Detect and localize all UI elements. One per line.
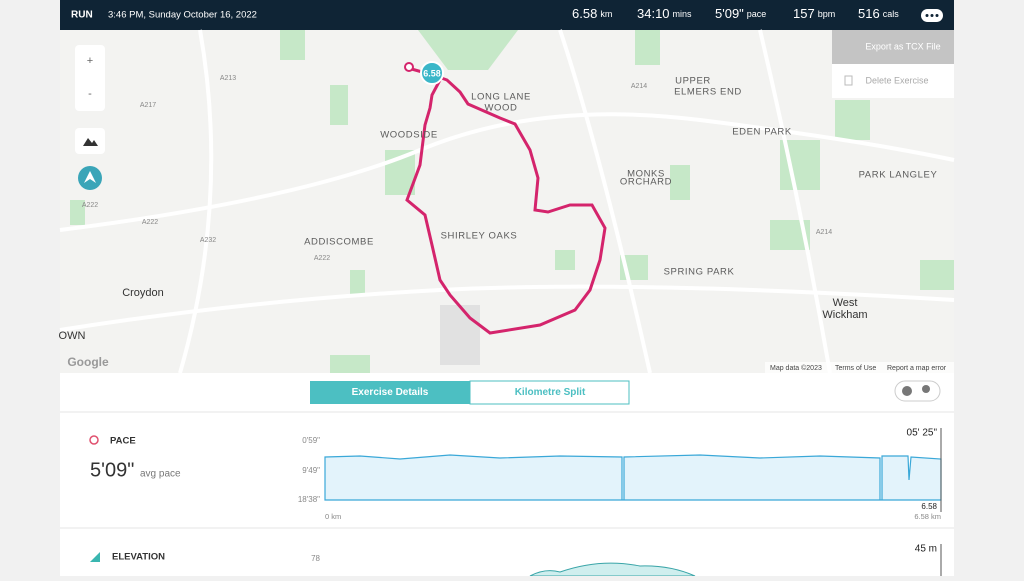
distance-badge-text: 6.58 <box>423 68 441 78</box>
map-label: WOODSIDE <box>380 130 438 141</box>
y-label: 78 <box>311 554 320 563</box>
stat-value: 516 <box>858 6 880 21</box>
report[interactable]: Report a map error <box>887 365 947 372</box>
map-label: Wickham <box>822 309 867 321</box>
road-label: A222 <box>314 255 330 262</box>
map-label: ORCHARD <box>620 177 672 188</box>
stats: 6.58 km 34:10 mins 5'09" pace 157 bpm 516 cals <box>572 6 899 21</box>
map-label: MONKS <box>627 169 665 180</box>
top-bar <box>60 0 954 30</box>
menu-item[interactable]: Export as TCX File <box>865 41 940 51</box>
stat-unit: bpm <box>818 9 836 19</box>
distance-badge <box>420 61 444 85</box>
road-label: A222 <box>142 219 158 226</box>
google-logo: Google <box>67 355 109 369</box>
road-label: A213 <box>220 75 236 82</box>
map-label: West <box>833 297 858 309</box>
stat-unit: cals <box>883 9 900 19</box>
stat-unit: km <box>600 9 612 19</box>
map-label: SPRING PARK <box>664 267 735 278</box>
map-label: SHIRLEY OAKS <box>441 231 518 242</box>
x-label: 0 km <box>325 512 341 521</box>
road-label: A214 <box>816 229 832 236</box>
stat-unit: pace <box>747 9 767 19</box>
pace-label: avg pace <box>140 469 181 480</box>
y-label: 0'59" <box>302 436 320 445</box>
terms[interactable]: Terms of Use <box>835 365 876 372</box>
map-label: ADDISCOMBE <box>304 237 374 248</box>
max-label: 45 m <box>915 544 937 555</box>
y-label: 18'38" <box>298 495 320 504</box>
map-label: PARK LANGLEY <box>859 170 938 181</box>
section-title: PACE <box>110 436 136 447</box>
y-label: 9'49" <box>302 466 320 475</box>
section-title: ELEVATION <box>112 552 165 563</box>
activity: RUN <box>71 10 93 21</box>
stat: 34:10 mins <box>637 6 692 21</box>
map-label: EDEN PARK <box>732 127 792 138</box>
stat: 6.58 km <box>572 6 612 21</box>
pace-value: 5'09" <box>90 459 134 481</box>
map-label: UPPER <box>675 76 711 87</box>
map-label: Croydon <box>122 287 164 299</box>
map-label: LONG LANE <box>471 92 531 103</box>
road-label: A222 <box>82 202 98 209</box>
tab-label[interactable]: Exercise Details <box>352 387 429 398</box>
stat-value: 6.58 <box>572 6 597 21</box>
map-label: WOOD <box>484 103 517 114</box>
pace-line <box>324 454 942 501</box>
road-label: A217 <box>140 102 156 109</box>
road-label: A232 <box>200 237 216 244</box>
stat-value: 34:10 <box>637 6 670 21</box>
tab[interactable] <box>469 380 630 405</box>
x-label: 6.58 km <box>914 512 941 521</box>
max-label: 05' 25" <box>907 428 938 439</box>
map-data: Map data ©2023 <box>770 364 822 372</box>
tab-active[interactable] <box>310 381 470 404</box>
stat: 516 cals <box>858 6 899 21</box>
map-label: ELMERS END <box>674 87 742 98</box>
datetime: 3:46 PM, Sunday October 16, 2022 <box>108 10 257 21</box>
stat: 157 bpm <box>793 6 835 21</box>
end-label: 6.58 <box>921 502 937 511</box>
map-label: OWN <box>59 330 86 342</box>
stat-value: 5'09" <box>715 6 744 21</box>
zoom-out[interactable]: - <box>88 88 92 100</box>
stat: 5'09" pace <box>715 6 766 21</box>
tab-label[interactable]: Kilometre Split <box>515 387 586 398</box>
view-toggle[interactable] <box>894 380 941 402</box>
stat-value: 157 <box>793 6 815 21</box>
zoom-in[interactable]: + <box>87 55 93 67</box>
road-label: A214 <box>631 83 647 90</box>
menu-item[interactable]: Delete Exercise <box>865 75 928 85</box>
route <box>405 66 607 335</box>
stat-unit: mins <box>673 9 693 19</box>
